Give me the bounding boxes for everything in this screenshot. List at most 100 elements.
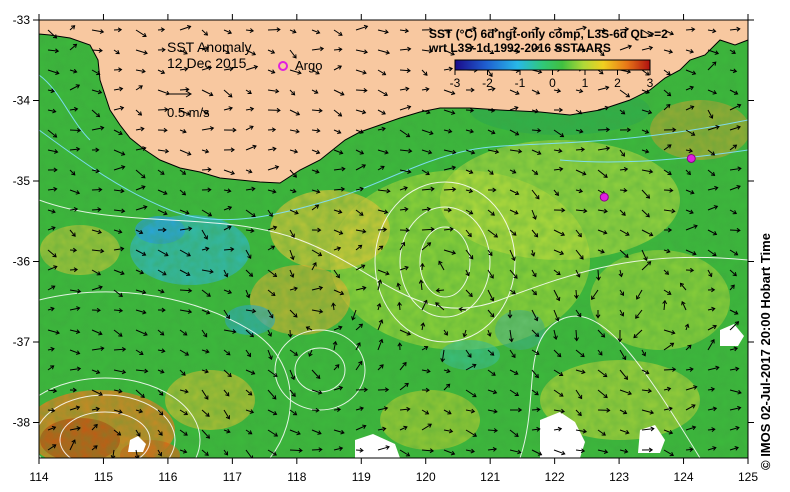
current-vector-head <box>73 68 78 74</box>
current-vector <box>113 269 125 275</box>
current-vector <box>443 369 450 373</box>
current-vector-head <box>120 151 126 156</box>
current-vector <box>487 229 498 238</box>
current-vector <box>729 309 738 315</box>
current-vector <box>47 149 58 153</box>
current-vector-head <box>469 45 474 50</box>
current-vector-head <box>95 406 100 412</box>
current-vector <box>509 129 519 136</box>
current-vector-head <box>514 432 519 437</box>
current-vector <box>135 206 147 211</box>
current-vector-head <box>121 346 127 352</box>
current-vector <box>663 249 670 253</box>
current-vector-head <box>161 307 166 313</box>
current-vector <box>619 89 630 98</box>
current-vector <box>509 429 519 437</box>
current-vector <box>633 329 643 338</box>
current-vector-head <box>118 308 124 313</box>
current-vector-head <box>318 108 323 114</box>
current-vector-head <box>143 331 148 336</box>
current-vector <box>157 209 168 215</box>
current-vector-head <box>96 271 102 276</box>
current-vector-head <box>648 32 653 37</box>
current-vector-head <box>662 299 668 305</box>
current-vector-head <box>691 70 697 76</box>
current-vector-head <box>512 169 517 174</box>
current-vector-head <box>95 168 100 174</box>
current-vector <box>355 244 362 251</box>
current-vector-head <box>185 210 190 215</box>
current-vector <box>112 449 115 458</box>
current-vector <box>333 326 342 331</box>
current-vector-head <box>225 415 230 420</box>
current-vector <box>113 88 123 91</box>
current-vector <box>459 308 467 311</box>
current-vector <box>311 204 319 211</box>
current-vector-head <box>636 295 641 300</box>
current-vector <box>487 269 494 279</box>
current-vector <box>641 229 653 236</box>
current-vector-head <box>684 323 690 328</box>
current-vector <box>377 339 383 351</box>
current-vector <box>487 349 495 356</box>
current-vector-head <box>118 86 124 92</box>
current-vector-head <box>668 406 673 412</box>
current-vector <box>47 109 56 113</box>
current-vector <box>135 389 145 398</box>
current-vector-head <box>555 317 560 322</box>
current-vector <box>377 364 384 371</box>
current-vector <box>575 249 584 260</box>
current-vector-head <box>406 68 411 73</box>
current-vector <box>179 227 192 231</box>
current-vector <box>575 169 586 175</box>
current-vector <box>685 169 691 175</box>
current-vector <box>443 149 456 154</box>
current-vector <box>201 247 209 251</box>
current-vector <box>377 407 388 411</box>
current-vector <box>333 149 343 154</box>
current-vector-head <box>712 28 717 34</box>
current-vector-head <box>76 288 82 294</box>
current-vector-head <box>232 329 237 334</box>
current-vector-head <box>669 451 675 457</box>
current-vector-head <box>407 169 412 174</box>
current-vector <box>91 109 100 118</box>
current-vector-head <box>227 188 232 194</box>
current-vector-head <box>253 64 259 70</box>
current-vector-head <box>142 146 147 151</box>
current-vector <box>575 289 578 299</box>
current-vector <box>597 389 608 398</box>
current-vector <box>179 209 189 215</box>
current-vector-head <box>376 302 382 308</box>
current-vector <box>179 109 190 116</box>
lat-tick-label: -35 <box>13 174 31 188</box>
current-vector <box>729 368 739 371</box>
current-vector-head <box>712 90 718 95</box>
current-vector-head <box>138 85 143 90</box>
current-vector-head <box>427 149 433 155</box>
current-vector-head <box>98 285 103 290</box>
current-vector <box>531 89 540 95</box>
current-vector-head <box>292 54 297 59</box>
current-vector-head <box>400 241 406 247</box>
current-vector-head <box>75 405 81 411</box>
lat-tick-label: -38 <box>13 416 31 430</box>
current-vector <box>729 347 738 351</box>
current-vector-head <box>688 148 694 154</box>
current-vector <box>443 228 453 231</box>
coastal-contours <box>39 74 748 221</box>
current-vector-head <box>351 316 356 321</box>
current-vector-head <box>596 276 601 281</box>
current-vector <box>69 84 80 91</box>
current-vector <box>355 49 368 53</box>
colorbar-title-line1: SST (°C) 6d ngt-only comp, L3S-6d QL>=2 <box>429 27 668 41</box>
current-vector-head <box>426 206 432 212</box>
current-vector-head <box>386 188 391 194</box>
current-vector-head <box>335 274 340 279</box>
current-vector <box>707 428 715 431</box>
current-vector-head <box>317 430 322 435</box>
current-vector-head <box>514 370 519 375</box>
current-vector <box>201 289 211 297</box>
current-vector <box>685 448 693 451</box>
